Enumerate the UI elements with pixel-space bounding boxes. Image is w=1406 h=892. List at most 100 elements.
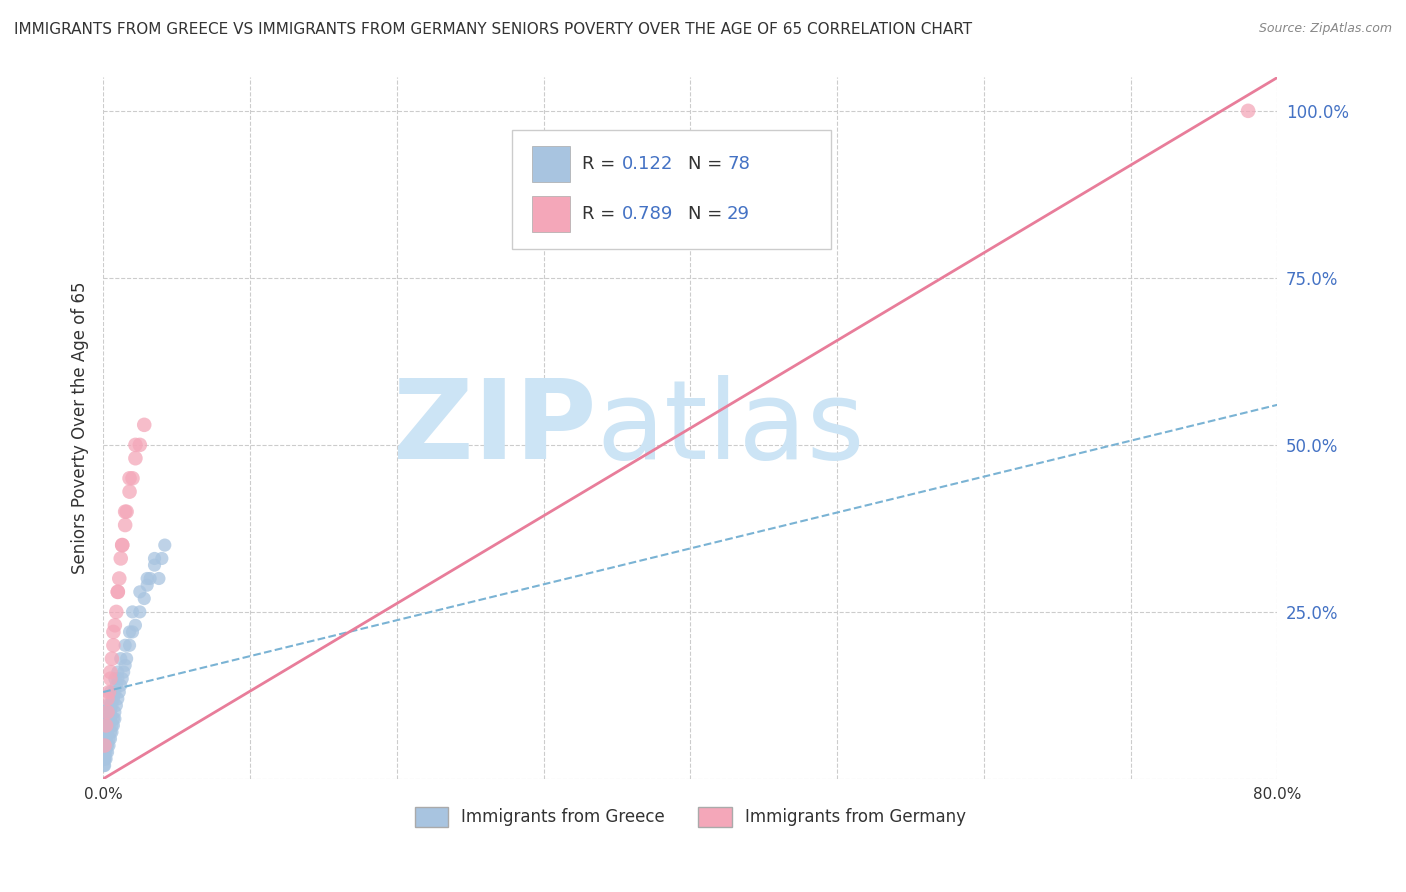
Point xyxy=(96,739,118,753)
Point xyxy=(96,718,118,732)
Point xyxy=(150,551,173,566)
Point xyxy=(94,725,117,739)
Point xyxy=(100,731,122,746)
Point xyxy=(111,672,134,686)
Point xyxy=(114,638,136,652)
Point xyxy=(94,731,117,746)
Point xyxy=(114,658,136,673)
Point xyxy=(105,605,128,619)
Point xyxy=(103,691,125,706)
Point xyxy=(134,591,156,606)
Point xyxy=(93,745,115,759)
Point xyxy=(111,538,134,552)
Point xyxy=(107,672,129,686)
Point xyxy=(101,725,124,739)
Point xyxy=(100,725,122,739)
Point xyxy=(98,712,121,726)
Point xyxy=(93,752,115,766)
Point xyxy=(118,638,141,652)
Point xyxy=(100,705,122,719)
Point xyxy=(143,558,166,573)
Point xyxy=(104,712,127,726)
Point xyxy=(103,685,125,699)
Text: 0.789: 0.789 xyxy=(621,205,673,223)
Point xyxy=(124,451,146,466)
Point xyxy=(112,665,135,679)
Point xyxy=(121,605,143,619)
Point xyxy=(101,698,124,713)
Y-axis label: Seniors Poverty Over the Age of 65: Seniors Poverty Over the Age of 65 xyxy=(72,282,89,574)
Point xyxy=(96,745,118,759)
Point xyxy=(98,739,121,753)
Point xyxy=(94,745,117,759)
Point xyxy=(107,585,129,599)
Point xyxy=(105,698,128,713)
Text: 29: 29 xyxy=(727,205,749,223)
Point xyxy=(104,685,127,699)
Point xyxy=(96,698,118,713)
Point xyxy=(118,471,141,485)
Point xyxy=(103,712,125,726)
Point xyxy=(110,678,132,692)
Text: 0.122: 0.122 xyxy=(621,154,673,173)
Point xyxy=(96,691,118,706)
Point xyxy=(96,725,118,739)
Point xyxy=(101,718,124,732)
Point xyxy=(121,471,143,485)
Point xyxy=(93,745,115,759)
Point xyxy=(114,505,136,519)
Point xyxy=(139,572,162,586)
Point xyxy=(100,665,122,679)
Point xyxy=(118,484,141,499)
Point xyxy=(134,417,156,432)
Point xyxy=(100,698,122,713)
Text: R =: R = xyxy=(582,154,621,173)
Point xyxy=(100,685,122,699)
Point xyxy=(100,672,122,686)
Text: ZIP: ZIP xyxy=(394,375,596,482)
Point xyxy=(98,685,121,699)
Point xyxy=(121,624,143,639)
Point xyxy=(93,752,115,766)
Point xyxy=(124,618,146,632)
Point xyxy=(118,624,141,639)
Text: N =: N = xyxy=(688,205,728,223)
Point xyxy=(94,731,117,746)
Text: N =: N = xyxy=(688,154,728,173)
Point xyxy=(98,731,121,746)
Point xyxy=(136,578,159,592)
Point xyxy=(94,718,117,732)
Point xyxy=(94,739,117,753)
Point xyxy=(94,752,117,766)
Point xyxy=(107,691,129,706)
Point xyxy=(128,585,150,599)
Point xyxy=(96,725,118,739)
Text: R =: R = xyxy=(582,205,621,223)
Point xyxy=(94,739,117,753)
Point xyxy=(110,651,132,665)
Point xyxy=(108,572,131,586)
Point xyxy=(115,651,138,665)
Text: Source: ZipAtlas.com: Source: ZipAtlas.com xyxy=(1258,22,1392,36)
Point xyxy=(115,505,138,519)
Point xyxy=(101,651,124,665)
Point xyxy=(107,585,129,599)
Point xyxy=(108,685,131,699)
Point xyxy=(128,438,150,452)
Text: 78: 78 xyxy=(727,154,749,173)
Point xyxy=(104,672,127,686)
Point xyxy=(98,705,121,719)
Point xyxy=(104,705,127,719)
Point xyxy=(114,518,136,533)
Point xyxy=(101,691,124,706)
Point xyxy=(143,551,166,566)
Point xyxy=(94,705,117,719)
Text: IMMIGRANTS FROM GREECE VS IMMIGRANTS FROM GERMANY SENIORS POVERTY OVER THE AGE O: IMMIGRANTS FROM GREECE VS IMMIGRANTS FRO… xyxy=(14,22,972,37)
Point xyxy=(100,712,122,726)
Point xyxy=(96,705,118,719)
Point xyxy=(93,739,115,753)
Point xyxy=(104,618,127,632)
Point xyxy=(93,731,115,746)
Point xyxy=(103,638,125,652)
Point xyxy=(1237,103,1260,118)
